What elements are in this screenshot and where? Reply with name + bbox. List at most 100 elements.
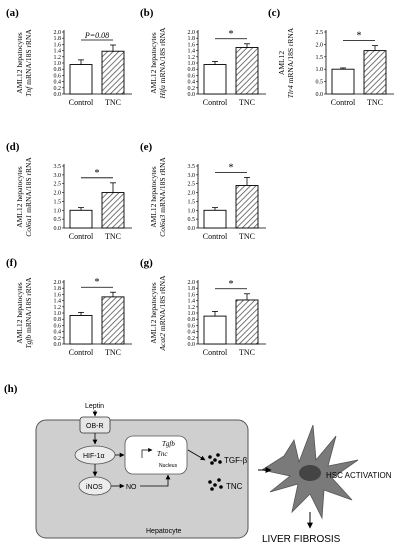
- y-axis-label-line2: Col6a1 mRNA/18S rRNA: [24, 157, 33, 237]
- x-tick-label: Control: [69, 98, 94, 107]
- y-tick-label: 1.4: [54, 49, 62, 55]
- charts-group: (a)AML12 hepatocytes Tnf mRNA/18S rRNA0.0…: [6, 7, 394, 357]
- y-tick-label: 0.4: [188, 80, 196, 86]
- x-tick-label: TNC: [367, 98, 383, 107]
- y-tick-label: 2.5: [188, 182, 196, 188]
- bar-control: [69, 209, 93, 229]
- x-tick-label: TNC: [239, 98, 255, 107]
- bar-tnc: [101, 296, 125, 345]
- panel-letter-h: (h): [4, 383, 18, 395]
- nucleus: [124, 435, 188, 475]
- x-tick-label: Control: [203, 348, 228, 357]
- tgf-beta-label: TGF-β: [224, 456, 248, 465]
- y-tick-label: 2.0: [54, 30, 62, 36]
- y-tick-label: 1.8: [188, 286, 196, 292]
- y-tick-label: 0.8: [188, 317, 196, 323]
- significance-label: P=0.08: [84, 31, 109, 40]
- x-tick-label: Control: [331, 98, 356, 107]
- y-tick-label: 0.8: [54, 317, 62, 323]
- significance-label: *: [229, 29, 234, 40]
- bar-control: [203, 209, 227, 229]
- nucleus-label: Nucleus: [159, 463, 178, 469]
- panel-letter-b: (b): [140, 7, 154, 19]
- bar-tnc: [235, 299, 259, 345]
- y-tick-label: 1.5: [54, 199, 62, 205]
- no-label: NO: [126, 484, 137, 491]
- hif-label: HIF-1α: [83, 453, 105, 460]
- y-tick-label: 1.8: [188, 36, 196, 42]
- y-axis-label-line2: Hifa mRNA/18S rRNA: [158, 27, 167, 99]
- y-tick-label: 1.6: [188, 292, 196, 298]
- y-tick-label: 1.0: [54, 61, 62, 67]
- y-tick-label: 0.6: [188, 73, 196, 79]
- y-tick-label: 2.0: [54, 191, 62, 197]
- y-tick-label: 1.2: [54, 55, 62, 61]
- y-tick-label: 0.8: [54, 67, 62, 73]
- y-tick-label: 1.2: [54, 305, 62, 311]
- panel-letter-a: (a): [6, 7, 19, 19]
- x-tick-label: TNC: [105, 232, 121, 241]
- y-tick-label: 1.2: [188, 55, 196, 61]
- y-tick-label: 1.4: [188, 49, 196, 55]
- hsc-nucleus: [299, 465, 321, 481]
- x-tick-label: Control: [69, 348, 94, 357]
- bar-tnc: [235, 185, 259, 229]
- y-axis-label-line2: Col6a3 mRNA/18S rRNA: [158, 157, 167, 237]
- panel-letter-g: (g): [140, 257, 153, 269]
- pathway-diagram: (h) Hepatocyte Leptin OB-R HIF-1α iNOS N…: [4, 383, 392, 545]
- y-tick-label: 0.0: [188, 226, 196, 232]
- y-axis-label-line1: AML12 hepatocytes: [15, 166, 24, 228]
- y-axis-label-line1: AML12 hepatocytes: [15, 282, 24, 344]
- y-tick-label: 1.0: [54, 311, 62, 317]
- panel-letter-f: (f): [6, 257, 17, 269]
- chart-f: (f) AML12 hepatocytes Tgfb mRNA/18S rRNA 0.…: [6, 257, 132, 357]
- y-tick-label: 0.5: [54, 217, 62, 223]
- y-tick-label: 0.6: [188, 323, 196, 329]
- x-tick-label: Control: [69, 232, 94, 241]
- tnc-gene-label: Tnc: [157, 450, 168, 458]
- bar-tnc: [235, 47, 259, 95]
- significance-label: *: [229, 279, 234, 290]
- significance-label: *: [95, 277, 100, 288]
- y-axis-label-line1: AML12 hepatocytes: [149, 32, 158, 94]
- y-tick-label: 1.4: [188, 299, 196, 305]
- bar-tnc: [363, 50, 387, 95]
- y-tick-label: 0.5: [316, 80, 324, 86]
- significance-label: *: [357, 31, 362, 42]
- y-axis-label-line2: Tgfb mRNA/18S rRNA: [24, 277, 33, 349]
- y-tick-label: 3.5: [188, 164, 196, 170]
- y-axis-label-line2: Tnf mRNA/18S rRNA: [24, 29, 33, 97]
- y-axis-label-line1: AML12: [277, 51, 286, 75]
- y-tick-label: 1.6: [54, 292, 62, 298]
- y-axis-label-line1: AML12 hepatocytes: [15, 32, 24, 94]
- x-tick-label: Control: [203, 98, 228, 107]
- y-tick-label: 0.8: [188, 67, 196, 73]
- bar-tnc: [101, 192, 125, 229]
- bar-control: [203, 315, 227, 345]
- chart-g: (g) AML12 hepatocytes Acat2 mRNA/18S rRNA 0…: [140, 257, 266, 357]
- x-tick-label: Control: [203, 232, 228, 241]
- y-tick-label: 3.0: [54, 173, 62, 179]
- y-tick-label: 2.0: [188, 191, 196, 197]
- tnc-label: TNC: [226, 482, 243, 491]
- y-tick-label: 1.2: [188, 305, 196, 311]
- y-axis-label-line1: AML12 hepatocytes: [149, 282, 158, 344]
- y-tick-label: 0.0: [54, 92, 62, 98]
- y-tick-label: 0.2: [54, 336, 62, 342]
- y-tick-label: 1.0: [54, 208, 62, 214]
- y-tick-label: 1.8: [54, 36, 62, 42]
- y-tick-label: 3.0: [188, 173, 196, 179]
- x-tick-label: TNC: [239, 232, 255, 241]
- y-tick-label: 3.5: [54, 164, 62, 170]
- hsc-activation-label: HSC ACTIVATION: [326, 471, 392, 480]
- y-tick-label: 0.0: [54, 226, 62, 232]
- y-tick-label: 2.5: [54, 182, 62, 188]
- y-tick-label: 0.6: [54, 323, 62, 329]
- bar-control: [69, 315, 93, 345]
- bar-tnc: [101, 50, 125, 95]
- chart-a: (a) AML12 hepatocytes Tnf mRNA/18S rRNA 0.0…: [6, 7, 132, 107]
- bar-control: [69, 64, 93, 95]
- inos-label: iNOS: [86, 484, 103, 491]
